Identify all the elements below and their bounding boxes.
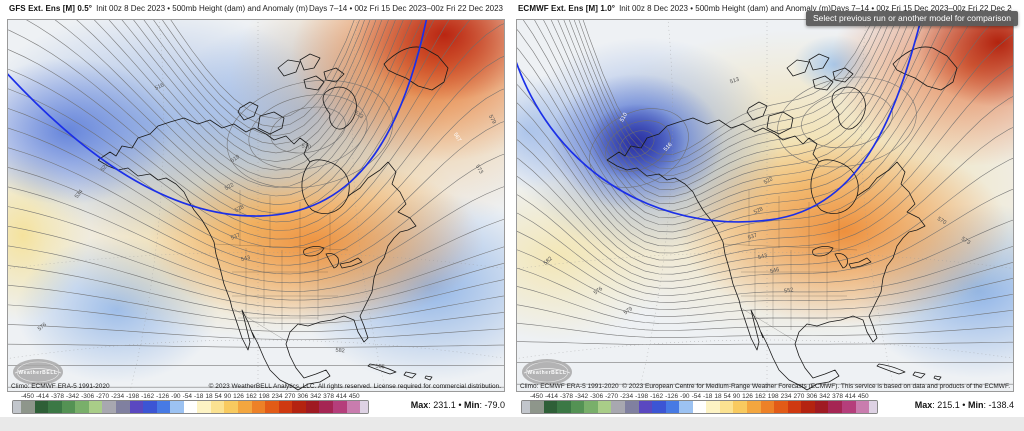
- ecmwf-climo-note: Climo: ECMWF ERA-5 1991-2020: [520, 383, 619, 390]
- gfs-title: GFS Ext. Ens [M] 0.5° Init 00z 8 Dec 2023…: [9, 4, 308, 18]
- svg-text:513: 513: [729, 77, 740, 86]
- svg-text:582: 582: [543, 256, 554, 267]
- ecmwf-valid-range: Days 7–14 • 00z Fri 15 Dec 2023–00z Fri …: [830, 4, 1012, 13]
- ecmwf-anomaly-shading: [517, 20, 1013, 391]
- ecmwf-model-name[interactable]: ECMWF Ext. Ens [M] 1.0°: [518, 4, 616, 13]
- coastline-layer: [8, 20, 504, 391]
- gfs-546-line: [8, 20, 428, 217]
- gfs-climo-note: Climo: ECMWF ERA-5 1991-2020: [11, 383, 110, 390]
- ecmwf-map[interactable]: 510 516 513 522 528 537 543 546 552 570 …: [516, 19, 1014, 392]
- gfs-max-min: Max: 231.1 • Min: -79.0: [410, 400, 505, 410]
- svg-text:582: 582: [335, 348, 345, 355]
- svg-text:537: 537: [747, 233, 758, 242]
- svg-text:546: 546: [769, 267, 780, 275]
- svg-text:516: 516: [154, 82, 165, 91]
- gfs-colorbar: [12, 400, 369, 414]
- svg-text:576: 576: [593, 286, 604, 296]
- ecmwf-title-row: ECMWF Ext. Ens [M] 1.0° Init 00z 8 Dec 20…: [518, 4, 1012, 18]
- svg-text:570: 570: [936, 216, 947, 226]
- gfs-model-name[interactable]: GFS Ext. Ens [M] 0.5°: [9, 4, 93, 13]
- panel-gfs: GFS Ext. Ens [M] 0.5° Init 00z 8 Dec 2023…: [7, 0, 505, 431]
- ecmwf-title-init: Init 00z 8 Dec 2023 • 500mb Height (dam)…: [619, 4, 831, 13]
- svg-text:525: 525: [100, 162, 110, 173]
- svg-text:528: 528: [753, 206, 764, 215]
- gfs-map[interactable]: 516 525 534 510 513 519 522 528 537 543 …: [7, 19, 505, 392]
- svg-text:585: 585: [375, 364, 385, 371]
- gfs-colorbar-ticks: -450 -414 -378 -342 -306 -270 -234 -198 -162 -126…: [21, 393, 360, 400]
- ecmwf-colorbar: [521, 400, 878, 414]
- svg-text:516: 516: [663, 142, 674, 153]
- svg-text:522: 522: [763, 176, 774, 186]
- gfs-copyright: © 2023 WeatherBELL Analytics, LLC. All r…: [208, 383, 501, 390]
- svg-text:576: 576: [37, 322, 48, 332]
- weatherbell-watermark: WeatherBELL: [13, 359, 63, 385]
- gfs-contour-labels: 516 525 534 510 513 519 522 528 537 543 …: [37, 82, 497, 370]
- svg-text:573: 573: [960, 236, 971, 246]
- svg-text:579: 579: [487, 114, 497, 125]
- gfs-title-init: Init 00z 8 Dec 2023 • 500mb Height (dam)…: [96, 4, 308, 13]
- svg-text:522: 522: [224, 182, 235, 192]
- gfs-map-overlay: 516 525 534 510 513 519 522 528 537 543 …: [8, 20, 504, 391]
- ecmwf-colorbar-ticks: -450 -414 -378 -342 -306 -270 -234 -198 -162 -126…: [530, 393, 869, 400]
- gfs-title-row: GFS Ext. Ens [M] 0.5° Init 00z 8 Dec 2023…: [9, 4, 503, 18]
- model-select-tooltip: Select previous run or another model for…: [806, 11, 1018, 26]
- svg-text:573: 573: [474, 164, 484, 175]
- svg-text:543: 543: [240, 255, 251, 263]
- ecmwf-map-overlay: 510 516 513 522 528 537 543 546 552 570 …: [517, 20, 1013, 391]
- ecmwf-546-line: [517, 20, 922, 223]
- svg-text:528: 528: [234, 204, 245, 214]
- svg-text:537: 537: [230, 233, 241, 242]
- svg-text:579: 579: [623, 306, 634, 316]
- bottom-strip: [0, 417, 1024, 431]
- svg-text:519: 519: [230, 154, 241, 164]
- ecmwf-max-min: Max: 215.1 • Min: -138.4: [914, 400, 1014, 410]
- svg-text:552: 552: [784, 287, 794, 295]
- svg-text:513: 513: [353, 110, 364, 120]
- svg-text:543: 543: [757, 253, 768, 261]
- svg-text:WeatherBELL: WeatherBELL: [18, 370, 57, 376]
- gfs-valid-range: Days 7–14 • 00z Fri 15 Dec 2023–00z Fri …: [308, 4, 503, 13]
- ecmwf-copyright: © 2023 European Centre for Medium-Range …: [622, 383, 1010, 390]
- ecmwf-title: ECMWF Ext. Ens [M] 1.0° Init 00z 8 Dec 20…: [518, 4, 831, 18]
- svg-text:510: 510: [301, 143, 311, 150]
- svg-text:510: 510: [619, 112, 629, 123]
- ecmwf-contour-labels: 510 516 513 522 528 537 543 546 552 570 …: [543, 77, 971, 317]
- svg-text:534: 534: [74, 189, 84, 200]
- svg-text:567: 567: [452, 132, 462, 143]
- panel-ecmwf: ECMWF Ext. Ens [M] 1.0° Init 00z 8 Dec 20…: [516, 0, 1014, 431]
